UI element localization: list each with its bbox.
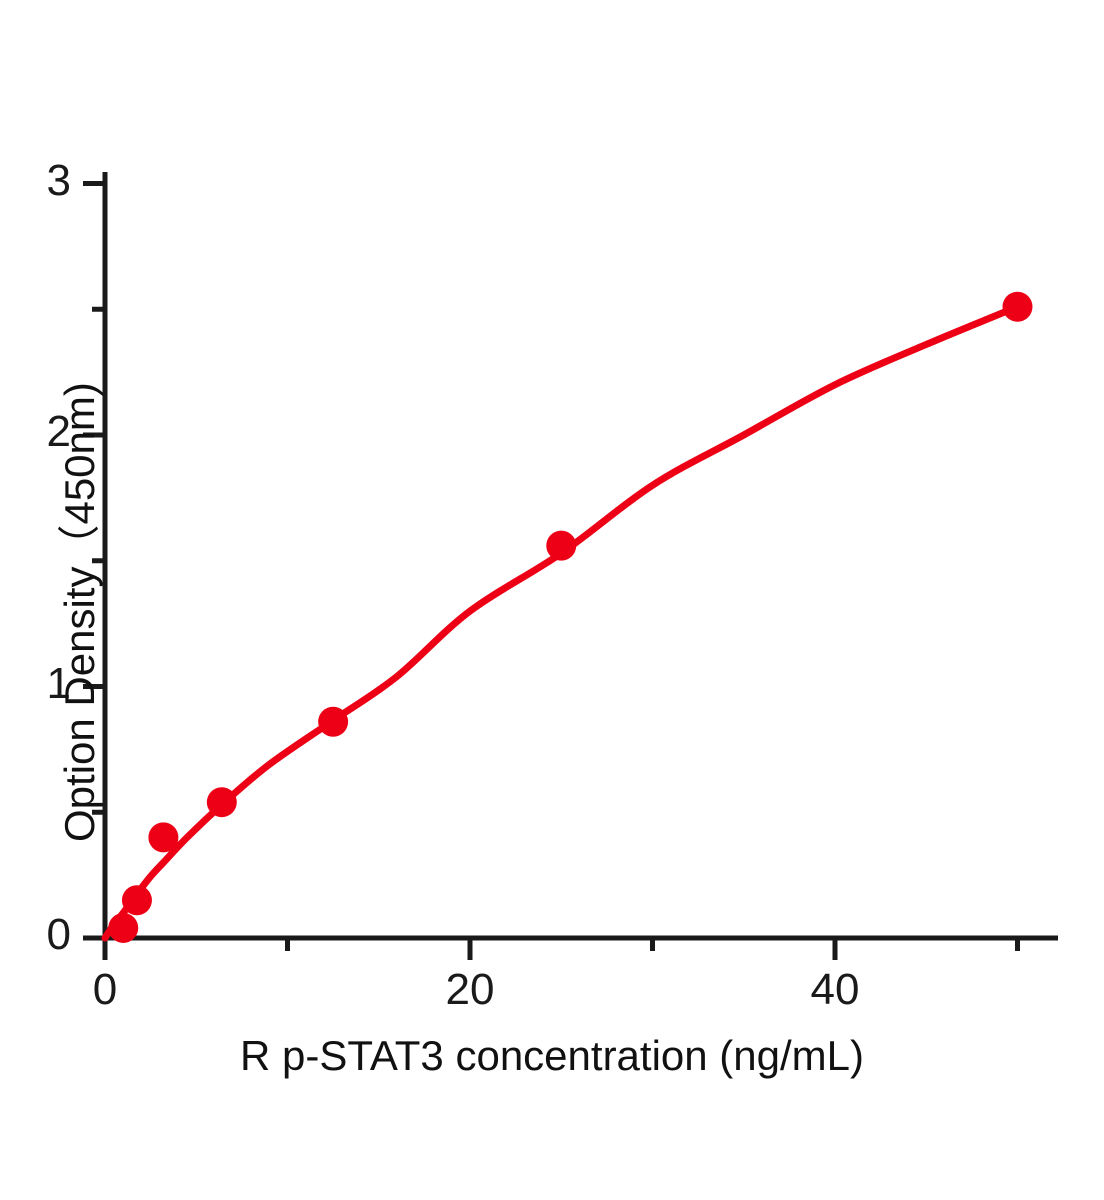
x-axis-tick-label: 40: [810, 965, 860, 1014]
data-point-marker: [318, 706, 349, 737]
data-point-marker: [206, 787, 237, 818]
data-point-marker: [148, 822, 179, 853]
fitted-curve: [101, 303, 1021, 942]
y-axis-tick-label: 0: [46, 910, 71, 959]
y-axis-tick-label: 1: [46, 658, 71, 708]
y-axis-tick-label: 3: [46, 155, 71, 205]
y-axis-title: Option Density（450nm): [56, 382, 103, 842]
data-point-marker: [108, 912, 139, 943]
y-axis-ticks: [83, 181, 105, 941]
data-point-marker: [1002, 291, 1033, 322]
data-point-markers: [108, 291, 1033, 943]
x-axis-title: R p-STAT3 concentration (ng/mL): [239, 1032, 864, 1079]
x-axis-tick-label: 0: [92, 965, 118, 1014]
y-axis-tick-label: 2: [46, 407, 71, 456]
axes: [102, 172, 1058, 941]
data-point-marker: [546, 530, 577, 561]
data-point-marker: [121, 885, 152, 916]
x-axis-ticks: [102, 938, 1020, 960]
x-axis-tick-label: 20: [445, 965, 495, 1014]
